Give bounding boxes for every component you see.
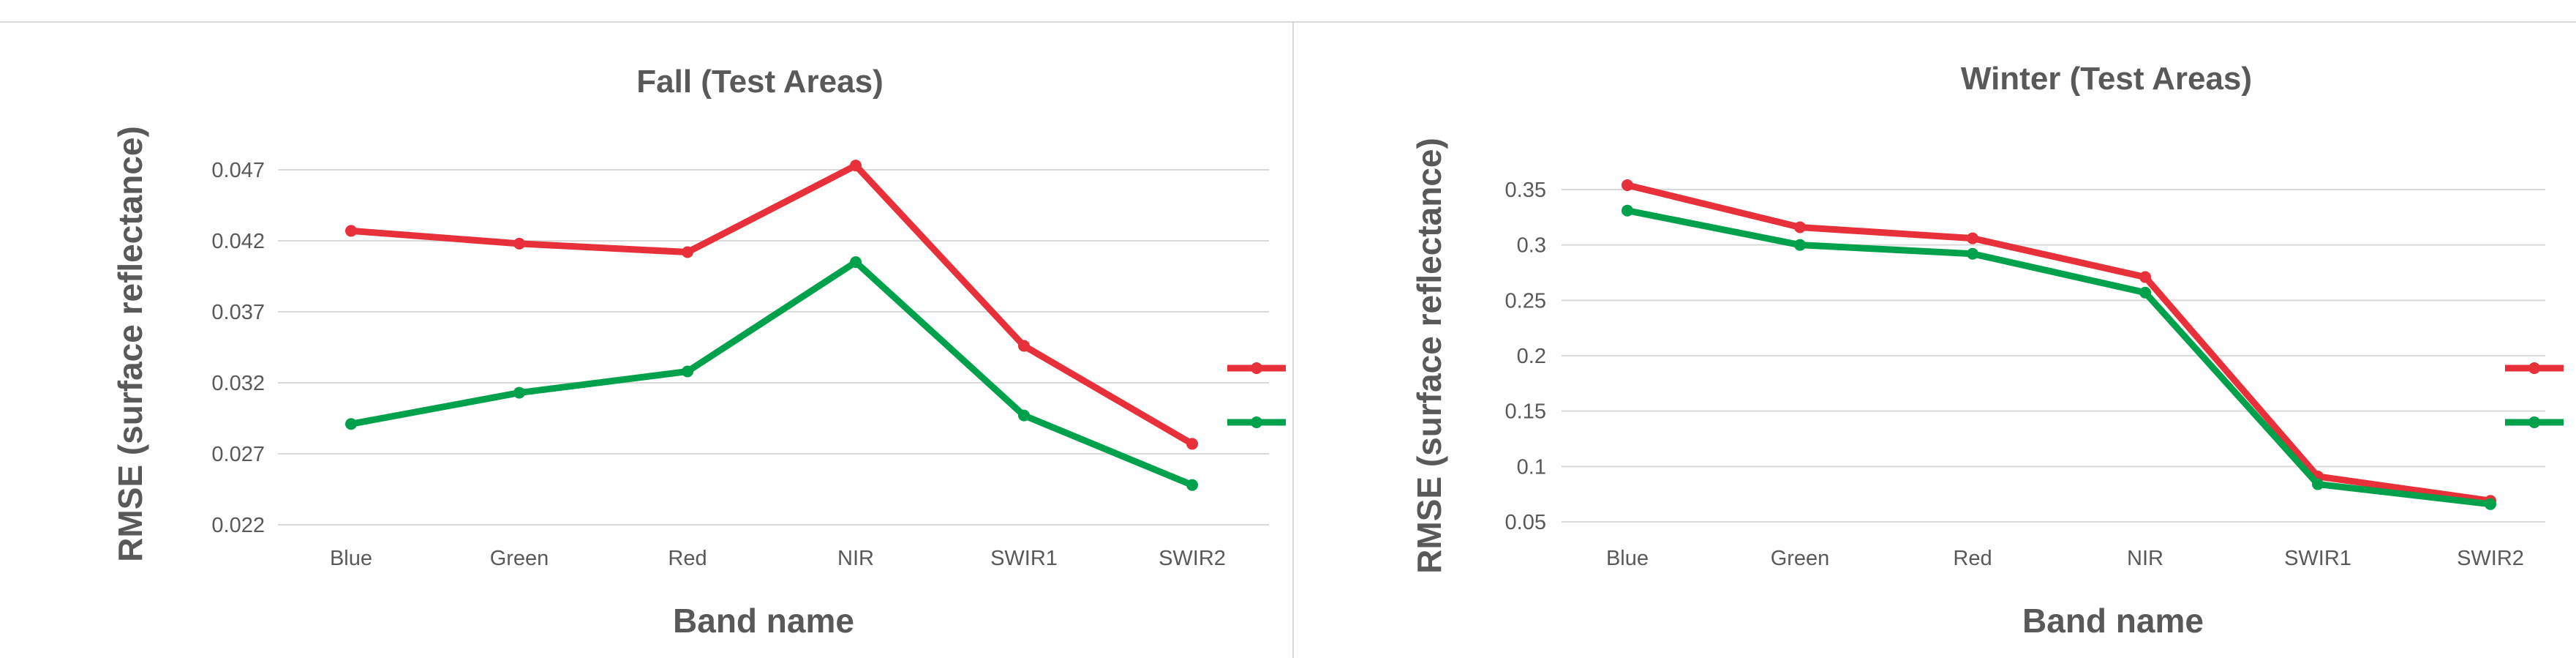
- series-line: [347, 162, 1196, 447]
- y-tick-label: 0.022: [211, 514, 265, 537]
- x-axis-label: Band name: [673, 602, 854, 640]
- legend-marker: [2528, 416, 2540, 428]
- data-point: [2312, 478, 2324, 490]
- legend: [1227, 362, 1286, 428]
- y-tick-label: 0.037: [211, 301, 265, 324]
- data-point: [1186, 479, 1198, 491]
- x-tick-label: NIR: [837, 547, 874, 570]
- x-tick-label: Green: [1771, 547, 1830, 570]
- x-tick-label: SWIR1: [2284, 547, 2351, 570]
- y-tick-label: 0.15: [1505, 400, 1546, 424]
- data-point: [1622, 179, 1633, 191]
- x-tick-label: NIR: [2127, 547, 2163, 570]
- y-tick-label: 0.05: [1505, 511, 1546, 534]
- x-tick-label: Blue: [1606, 547, 1649, 570]
- data-point: [1794, 239, 1806, 251]
- x-axis-label: Band name: [2022, 602, 2204, 640]
- y-tick-label: 0.047: [211, 159, 265, 182]
- y-tick-label: 0.3: [1517, 234, 1546, 258]
- x-tick-labels: Blue Green Red NIR SWIR1 SWIR2: [1606, 547, 2524, 570]
- data-point: [345, 225, 357, 237]
- data-point: [1794, 221, 1806, 233]
- data-point: [1018, 409, 1030, 422]
- x-tick-label: SWIR2: [2457, 547, 2524, 570]
- y-tick-label: 0.042: [211, 230, 265, 253]
- y-tick-label: 0.2: [1517, 345, 1546, 368]
- y-tick-label: 0.027: [211, 443, 265, 466]
- data-point: [1186, 438, 1198, 450]
- x-tick-label: Red: [668, 547, 707, 570]
- data-point: [682, 246, 693, 258]
- gridlines: [278, 169, 1269, 526]
- series-line: [1624, 207, 2494, 508]
- x-tick-label: Green: [490, 547, 549, 570]
- legend-marker: [1251, 362, 1262, 374]
- y-tick-label: 0.1: [1517, 455, 1546, 479]
- data-point: [2485, 498, 2496, 510]
- y-tick-labels: 0.022 0.027 0.032 0.037 0.042 0.047: [211, 159, 265, 537]
- legend-marker: [2528, 362, 2540, 374]
- y-axis-label: RMSE (surface reflectance): [1410, 138, 1448, 574]
- data-point: [1967, 232, 1978, 244]
- y-tick-label: 0.032: [211, 372, 265, 395]
- y-tick-label: 0.35: [1505, 179, 1546, 202]
- x-tick-label: Blue: [330, 547, 372, 570]
- series-lines: [1622, 179, 2496, 510]
- data-point: [1622, 204, 1633, 217]
- chart-winter: Winter (Test Areas) RMSE (surface reflec…: [1410, 61, 2564, 640]
- y-tick-labels: 0.05 0.1 0.15 0.2 0.25 0.3 0.35: [1505, 179, 1546, 534]
- x-tick-label: SWIR2: [1159, 547, 1226, 570]
- data-point: [850, 256, 862, 269]
- series-lines: [345, 160, 1198, 491]
- x-tick-label: Red: [1953, 547, 1992, 570]
- data-point: [513, 237, 525, 250]
- x-tick-labels: Blue Green Red NIR SWIR1 SWIR2: [330, 547, 1226, 570]
- data-point: [682, 365, 693, 378]
- gridlines: [1562, 189, 2545, 523]
- series-line: [1624, 182, 2494, 504]
- legend: [2505, 362, 2564, 428]
- y-axis-label: RMSE (surface reflectance): [111, 126, 149, 562]
- y-tick-label: 0.25: [1505, 289, 1546, 313]
- data-point: [2139, 271, 2151, 283]
- chart-title: Winter (Test Areas): [1961, 61, 2252, 97]
- series-line: [347, 258, 1196, 489]
- x-tick-label: SWIR1: [990, 547, 1058, 570]
- data-point: [2139, 286, 2151, 299]
- chart-fall: Fall (Test Areas) RMSE (surface reflecta…: [111, 64, 1286, 640]
- data-point: [1018, 340, 1030, 352]
- data-point: [345, 418, 357, 430]
- data-point: [513, 386, 525, 399]
- data-point: [1967, 247, 1978, 260]
- legend-marker: [1251, 416, 1262, 428]
- data-point: [850, 160, 862, 172]
- chart-title: Fall (Test Areas): [636, 64, 883, 100]
